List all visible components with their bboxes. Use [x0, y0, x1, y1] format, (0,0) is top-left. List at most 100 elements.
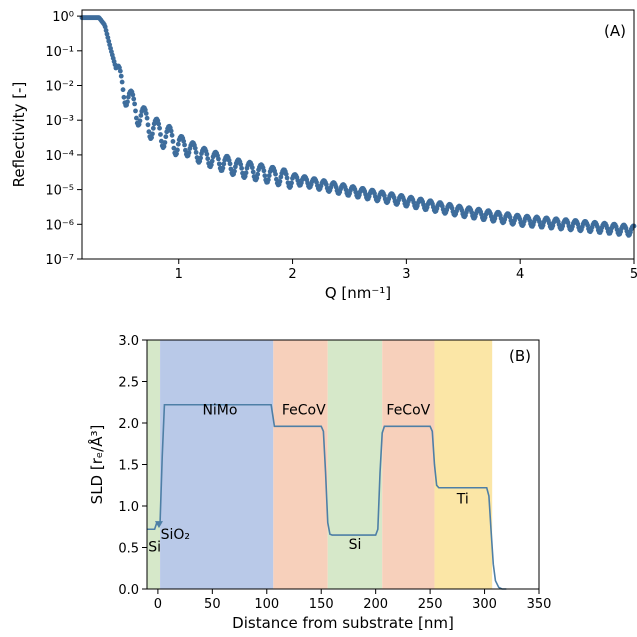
reflectivity-point: [106, 38, 112, 44]
reflectivity-point: [145, 122, 151, 128]
layer-label: SiO₂: [161, 527, 190, 543]
reflectivity-point: [261, 168, 267, 174]
sld-x-tick-label: 300: [472, 597, 497, 612]
reflectivity-point: [157, 125, 162, 131]
reflectivity-point: [232, 168, 237, 174]
reflectivity-point: [243, 170, 249, 176]
reflectivity-point: [103, 28, 109, 33]
reflectivity-point: [138, 113, 144, 118]
sld-x-tick-label: 0: [154, 597, 162, 612]
panel-b-label: (B): [509, 347, 531, 365]
reflectivity-point: [137, 118, 143, 124]
reflectivity-y-tick-label: 10⁻³: [45, 114, 74, 129]
sld-y-tick-label: 1.0: [118, 500, 139, 515]
layer-label: Ti: [456, 492, 469, 508]
reflectivity-point: [198, 155, 204, 161]
reflectivity-point: [216, 156, 221, 162]
sld-y-tick-label: 3.0: [118, 334, 139, 349]
reflectivity-x-tick-label: 1: [175, 267, 183, 282]
reflectivity-point: [265, 177, 271, 183]
sld-x-tick-label: 50: [204, 597, 221, 612]
reflectivity-point: [156, 121, 162, 127]
sld-y-tick-label: 2.5: [118, 376, 139, 391]
reflectivity-point: [255, 171, 261, 177]
reflectivity-point: [121, 94, 127, 100]
reflectivity-point: [134, 115, 139, 121]
reflectivity-point: [150, 125, 156, 131]
layer-label: Si: [148, 540, 161, 556]
reflectivity-point: [131, 96, 137, 102]
reflectivity-point: [239, 165, 245, 171]
reflectivity-x-axis-label: Q [nm⁻¹]: [325, 284, 391, 302]
reflectivity-point: [183, 147, 188, 153]
reflectivity-panel: 1 2 3 4 5 10⁻⁷ 10⁻⁶ 10⁻⁵ 10⁻⁴ 10⁻³ 10⁻² 10⁻¹ 10⁰ Q …: [10, 9, 637, 302]
layer-band: [327, 340, 383, 589]
reflectivity-point: [104, 31, 110, 37]
reflectivity-point: [175, 147, 180, 153]
reflectivity-x-ticks: 1 2 3 4 5: [175, 259, 637, 282]
reflectivity-point: [216, 161, 222, 167]
reflectivity-plot-frame: [81, 9, 635, 260]
reflectivity-point: [277, 179, 283, 184]
sld-y-axis-label: SLD [rₑ/Å³]: [87, 425, 106, 505]
layer-band: [273, 340, 328, 589]
reflectivity-point: [228, 166, 234, 172]
reflectivity-point: [170, 139, 176, 144]
reflectivity-point: [284, 175, 290, 181]
reflectivity-point: [249, 165, 255, 171]
reflectivity-point: [181, 138, 187, 144]
sld-x-axis-label: Distance from substrate [nm]: [232, 614, 454, 632]
reflectivity-point: [289, 180, 294, 186]
layer-band: [382, 340, 435, 589]
reflectivity-point: [221, 161, 227, 167]
sio2-marker: [154, 521, 163, 529]
reflectivity-x-tick-label: 2: [288, 267, 296, 282]
reflectivity-point: [149, 135, 154, 140]
reflectivity-point: [143, 111, 149, 116]
reflectivity-point: [209, 158, 215, 164]
reflectivity-point: [238, 162, 244, 167]
reflectivity-x-tick-label: 4: [516, 267, 524, 282]
reflectivity-point: [266, 173, 272, 179]
sld-x-tick-label: 200: [363, 597, 388, 612]
reflectivity-point: [133, 108, 138, 114]
reflectivity-point: [142, 107, 148, 113]
reflectivity-point: [119, 79, 125, 85]
reflectivity-point: [163, 134, 169, 140]
layer-band: [147, 340, 161, 589]
reflectivity-point: [254, 175, 260, 181]
sld-x-tick-label: 100: [254, 597, 279, 612]
reflectivity-point: [192, 145, 198, 151]
layer-label: FeCoV: [386, 403, 430, 419]
sld-layer-bands: [147, 340, 493, 589]
reflectivity-point: [186, 150, 192, 156]
reflectivity-point: [227, 161, 233, 167]
reflectivity-point: [273, 171, 278, 177]
layer-label: Si: [349, 537, 362, 553]
reflectivity-point: [161, 144, 167, 149]
reflectivity-y-tick-label: 10⁻¹: [45, 45, 74, 60]
reflectivity-y-axis-label: Reflectivity [-]: [10, 82, 28, 188]
sld-y-ticks: 0.0 0.5 1.0 1.5 2.0 2.5 3.0: [118, 334, 147, 598]
reflectivity-series: [79, 15, 637, 238]
reflectivity-point: [169, 132, 175, 138]
reflectivity-point: [250, 169, 256, 175]
reflectivity-point: [182, 142, 187, 148]
reflectivity-y-tick-label: 10⁻⁶: [45, 218, 74, 233]
layer-label: NiMo: [202, 403, 237, 419]
reflectivity-point: [130, 92, 136, 98]
reflectivity-point: [174, 151, 179, 157]
reflectivity-y-tick-label: 10⁻⁵: [45, 184, 74, 199]
sld-profile-line: [147, 403, 507, 590]
reflectivity-point: [283, 171, 289, 177]
reflectivity-point: [125, 99, 130, 105]
reflectivity-point: [171, 145, 177, 151]
reflectivity-point: [193, 150, 199, 155]
sld-x-ticks: 0 50 100 150 200 250 300 350: [154, 589, 551, 612]
reflectivity-x-tick-label: 3: [402, 267, 410, 282]
reflectivity-point: [105, 35, 111, 41]
reflectivity-y-tick-label: 10⁻²: [45, 80, 74, 95]
layer-band: [160, 340, 274, 589]
